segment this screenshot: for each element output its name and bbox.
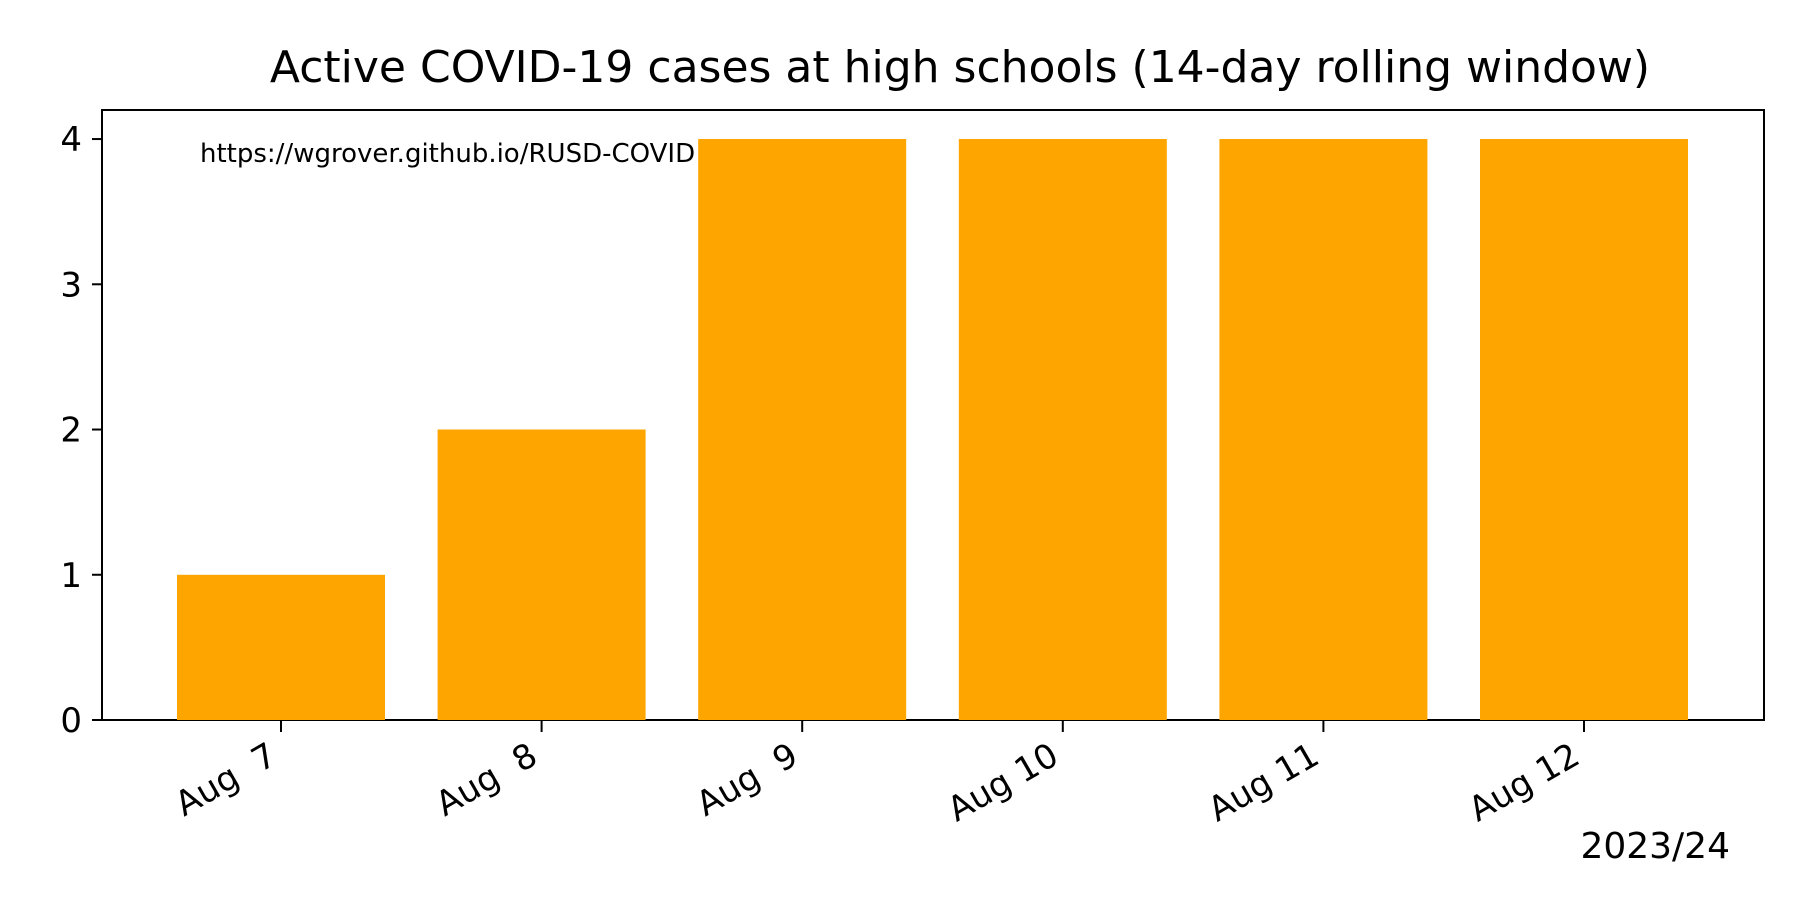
y-tick-label-3: 3 [60,265,82,305]
x-tick-label-3: Aug 9 [690,735,805,824]
x-tick-label-4: Aug 10 [941,735,1065,830]
bar-5 [1219,139,1428,720]
x-tick-label-1: Aug 7 [169,735,284,824]
bar-1 [177,574,385,720]
y-axis: 0 1 2 3 4 [60,120,102,741]
x-tick-label-2: Aug 8 [429,735,544,824]
bars [177,139,1688,720]
chart-title: Active COVID-19 cases at high schools (1… [270,42,1650,93]
plot-area-frame [101,109,1765,721]
source-url-annotation: https://wgrover.github.io/RUSD-COVID [200,139,695,169]
y-tick-label-2: 2 [60,411,82,451]
bar-2 [437,429,646,720]
y-tick-label-4: 4 [60,120,82,160]
season-label: 2023/24 [1580,826,1730,867]
y-tick-label-1: 1 [60,556,82,596]
x-tick-label-6: Aug 12 [1462,735,1586,830]
bar-4 [958,139,1167,720]
bar-3 [698,139,907,720]
x-tick-label-5: Aug 11 [1202,735,1326,830]
bar-6 [1480,139,1688,720]
y-tick-label-0: 0 [60,701,82,741]
x-axis: Aug 7 Aug 8 Aug 9 Aug 10 Aug 11 Aug 12 [169,720,1587,830]
